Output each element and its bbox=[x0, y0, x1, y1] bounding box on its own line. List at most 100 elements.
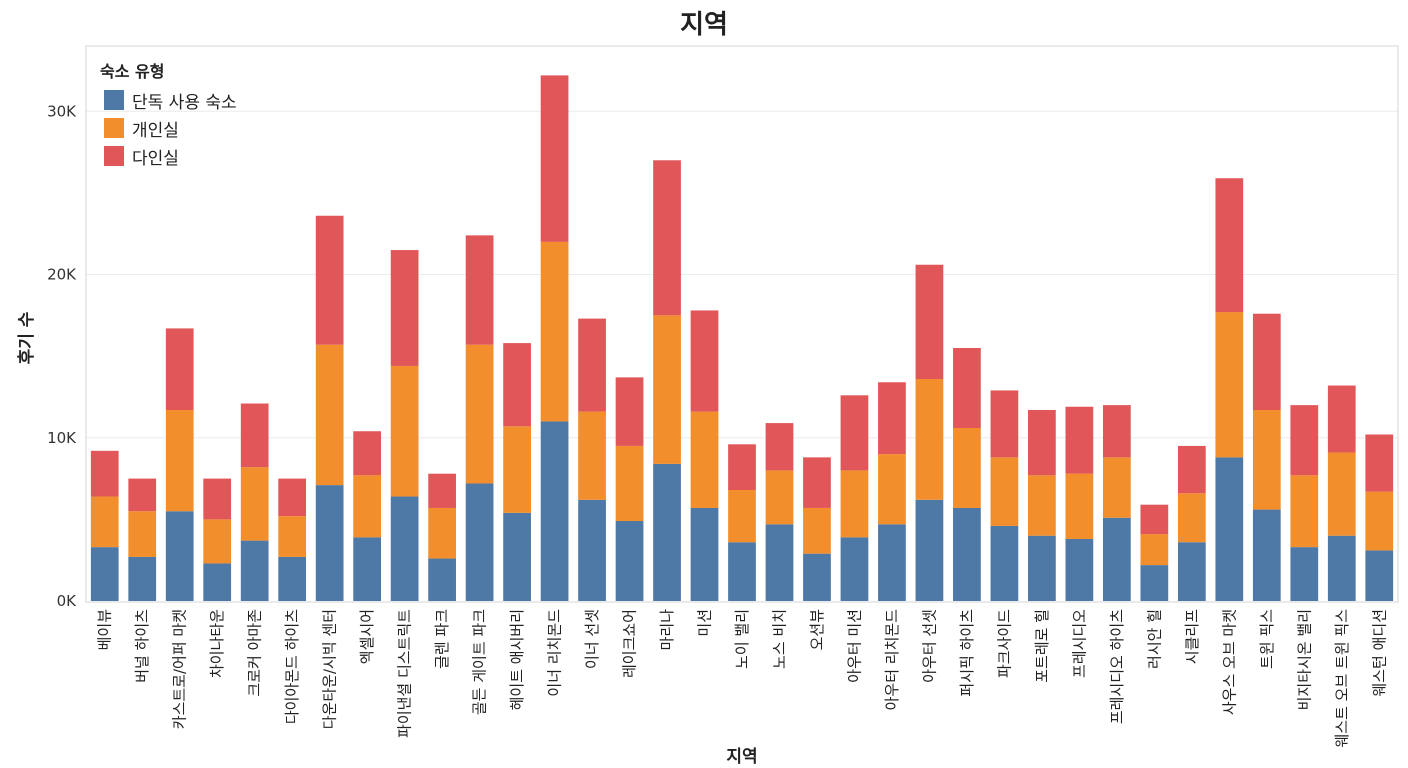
bar-segment-private-room[interactable] bbox=[1065, 473, 1094, 539]
bar-segment-entire-home[interactable] bbox=[1065, 538, 1094, 601]
bar-segment-entire-home[interactable] bbox=[578, 499, 606, 601]
bar-segment-entire-home[interactable] bbox=[1327, 535, 1356, 601]
bar-segment-entire-home[interactable] bbox=[1177, 542, 1206, 601]
bar-segment-private-room[interactable] bbox=[240, 467, 269, 541]
bar-segment-entire-home[interactable] bbox=[128, 556, 157, 601]
bar-segment-shared-room[interactable] bbox=[90, 450, 119, 497]
bar-segment-private-room[interactable] bbox=[540, 241, 569, 422]
bar-segment-entire-home[interactable] bbox=[90, 547, 119, 601]
bar-segment-shared-room[interactable] bbox=[953, 347, 981, 428]
bar-segment-shared-room[interactable] bbox=[1215, 178, 1244, 313]
bar-segment-shared-room[interactable] bbox=[840, 395, 869, 471]
bar-segment-private-room[interactable] bbox=[615, 445, 644, 522]
bar-segment-shared-room[interactable] bbox=[540, 75, 569, 242]
legend-item-private-room[interactable]: 개인실 bbox=[100, 114, 237, 142]
bar-segment-shared-room[interactable] bbox=[803, 457, 831, 508]
bar-segment-private-room[interactable] bbox=[465, 344, 494, 484]
bar-segment-shared-room[interactable] bbox=[503, 343, 531, 427]
bar-segment-private-room[interactable] bbox=[1327, 452, 1356, 536]
bar-segment-shared-room[interactable] bbox=[728, 444, 756, 490]
bar-segment-shared-room[interactable] bbox=[765, 423, 794, 471]
bar-segment-entire-home[interactable] bbox=[803, 553, 831, 601]
bar-segment-entire-home[interactable] bbox=[240, 540, 269, 601]
bar-segment-private-room[interactable] bbox=[428, 507, 456, 559]
bar-segment-private-room[interactable] bbox=[690, 411, 719, 508]
bar-segment-shared-room[interactable] bbox=[1102, 405, 1131, 458]
bar-segment-private-room[interactable] bbox=[1252, 410, 1281, 510]
bar-segment-shared-room[interactable] bbox=[915, 264, 944, 379]
bar-segment-shared-room[interactable] bbox=[353, 431, 382, 476]
bar-segment-private-room[interactable] bbox=[840, 470, 869, 538]
bar-segment-shared-room[interactable] bbox=[1140, 504, 1169, 535]
bar-segment-private-room[interactable] bbox=[390, 365, 419, 497]
bar-segment-shared-room[interactable] bbox=[428, 473, 456, 508]
bar-segment-entire-home[interactable] bbox=[503, 512, 531, 601]
bar-segment-shared-room[interactable] bbox=[278, 478, 307, 517]
bar-segment-entire-home[interactable] bbox=[1215, 457, 1244, 601]
bar-segment-entire-home[interactable] bbox=[165, 511, 194, 601]
bar-segment-entire-home[interactable] bbox=[428, 558, 456, 601]
bar-segment-shared-room[interactable] bbox=[690, 310, 719, 412]
bar-segment-private-room[interactable] bbox=[803, 507, 831, 554]
bar-segment-private-room[interactable] bbox=[1290, 475, 1319, 548]
bar-segment-private-room[interactable] bbox=[878, 454, 906, 525]
bar-segment-shared-room[interactable] bbox=[990, 390, 1019, 458]
bar-segment-entire-home[interactable] bbox=[765, 524, 794, 601]
bar-segment-shared-room[interactable] bbox=[1365, 434, 1394, 492]
bar-segment-private-room[interactable] bbox=[765, 470, 794, 525]
bar-segment-private-room[interactable] bbox=[1177, 493, 1206, 543]
bar-segment-shared-room[interactable] bbox=[615, 377, 644, 446]
bar-segment-private-room[interactable] bbox=[578, 411, 606, 500]
bar-segment-private-room[interactable] bbox=[503, 426, 531, 513]
legend-item-entire-home[interactable]: 단독 사용 숙소 bbox=[100, 86, 237, 114]
bar-segment-entire-home[interactable] bbox=[465, 483, 494, 601]
bar-segment-entire-home[interactable] bbox=[353, 537, 382, 601]
bar-segment-private-room[interactable] bbox=[728, 490, 756, 543]
legend-item-shared-room[interactable]: 다인실 bbox=[100, 142, 237, 170]
bar-segment-private-room[interactable] bbox=[1140, 534, 1169, 566]
bar-segment-private-room[interactable] bbox=[1102, 457, 1131, 518]
bar-segment-private-room[interactable] bbox=[203, 519, 232, 564]
bar-segment-entire-home[interactable] bbox=[1028, 535, 1056, 601]
bar-segment-shared-room[interactable] bbox=[315, 215, 344, 345]
bar-segment-private-room[interactable] bbox=[915, 379, 944, 500]
bar-segment-entire-home[interactable] bbox=[690, 507, 719, 601]
bar-segment-entire-home[interactable] bbox=[615, 521, 644, 601]
bar-segment-shared-room[interactable] bbox=[203, 478, 232, 520]
bar-segment-entire-home[interactable] bbox=[1365, 550, 1394, 601]
bar-segment-private-room[interactable] bbox=[1028, 475, 1056, 536]
bar-segment-private-room[interactable] bbox=[315, 344, 344, 486]
bar-segment-shared-room[interactable] bbox=[1290, 405, 1319, 476]
bar-segment-shared-room[interactable] bbox=[1327, 385, 1356, 453]
bar-segment-entire-home[interactable] bbox=[1290, 547, 1319, 601]
bar-segment-entire-home[interactable] bbox=[390, 496, 419, 601]
bar-segment-private-room[interactable] bbox=[90, 496, 119, 548]
bar-segment-entire-home[interactable] bbox=[953, 507, 981, 601]
bar-segment-shared-room[interactable] bbox=[390, 250, 419, 366]
bar-segment-private-room[interactable] bbox=[953, 427, 981, 508]
bar-segment-shared-room[interactable] bbox=[1252, 313, 1281, 411]
bar-segment-entire-home[interactable] bbox=[1140, 565, 1169, 601]
bar-segment-private-room[interactable] bbox=[653, 315, 681, 464]
bar-segment-shared-room[interactable] bbox=[465, 235, 494, 345]
bar-segment-private-room[interactable] bbox=[278, 516, 307, 557]
bar-segment-shared-room[interactable] bbox=[1065, 406, 1094, 474]
bar-segment-private-room[interactable] bbox=[1365, 491, 1394, 551]
bar-segment-shared-room[interactable] bbox=[1177, 445, 1206, 494]
bar-segment-private-room[interactable] bbox=[128, 511, 157, 557]
bar-segment-shared-room[interactable] bbox=[878, 382, 906, 455]
bar-segment-private-room[interactable] bbox=[165, 410, 194, 512]
bar-segment-entire-home[interactable] bbox=[315, 485, 344, 601]
bar-segment-shared-room[interactable] bbox=[128, 478, 157, 512]
bar-segment-entire-home[interactable] bbox=[840, 537, 869, 601]
bar-segment-entire-home[interactable] bbox=[1252, 509, 1281, 601]
bar-segment-entire-home[interactable] bbox=[653, 463, 681, 601]
bar-segment-entire-home[interactable] bbox=[1102, 517, 1131, 601]
bar-segment-private-room[interactable] bbox=[353, 475, 382, 538]
bar-segment-entire-home[interactable] bbox=[203, 563, 232, 601]
bar-segment-entire-home[interactable] bbox=[990, 525, 1019, 601]
bar-segment-entire-home[interactable] bbox=[728, 542, 756, 601]
bar-segment-shared-room[interactable] bbox=[653, 160, 681, 316]
bar-segment-entire-home[interactable] bbox=[915, 499, 944, 601]
bar-segment-entire-home[interactable] bbox=[540, 421, 569, 601]
